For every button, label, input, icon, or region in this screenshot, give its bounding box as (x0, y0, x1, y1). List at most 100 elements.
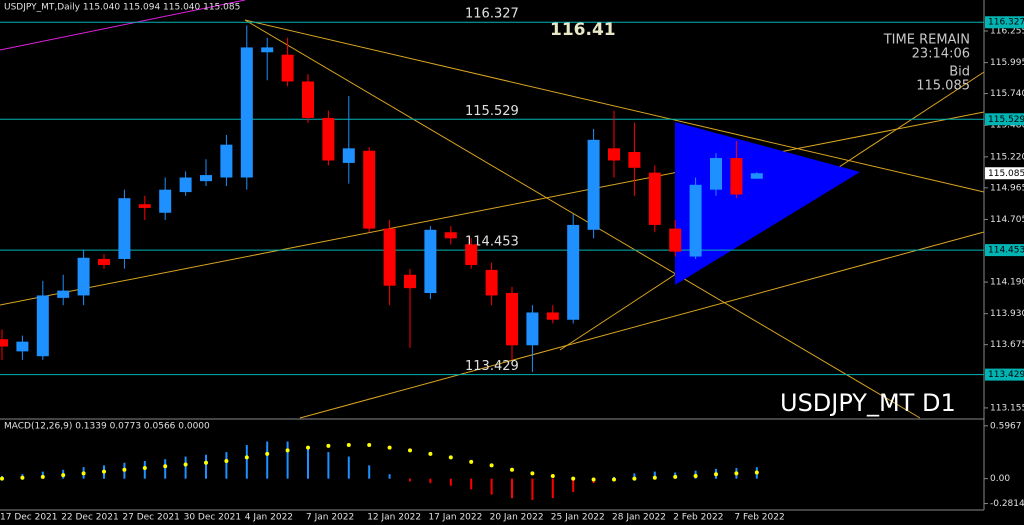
x-tick-label: 7 Jan 2022 (306, 513, 354, 523)
signal-dot (469, 459, 474, 464)
y-tick-label: 116.255 (990, 27, 1024, 37)
candle-body (98, 258, 110, 266)
signal-dot (183, 462, 188, 467)
time-remain: 23:14:06 (912, 47, 970, 62)
level-axis-label: 116.327 (988, 18, 1024, 28)
signal-dot (612, 477, 616, 482)
x-tick-label: 17 Jan 2022 (428, 513, 482, 523)
signal-dot (224, 458, 229, 463)
level-label: 113.429 (465, 359, 519, 374)
signal-dot (40, 474, 45, 479)
x-tick-label: 20 Jan 2022 (490, 513, 544, 523)
candle-body (404, 274, 416, 289)
signal-dot (387, 445, 392, 450)
signal-dot (428, 451, 433, 456)
bid-label: Bid (949, 65, 970, 80)
level-axis-label: 114.453 (988, 246, 1024, 256)
annotation: 116.41 (550, 20, 616, 40)
x-tick-label: 17 Dec 2021 (0, 513, 58, 523)
signal-dot (550, 474, 555, 479)
x-tick-label: 28 Jan 2022 (612, 513, 666, 523)
chart-title: USDJPY_MT,Daily 115.040 115.094 115.040 … (4, 3, 240, 13)
candle-body (159, 189, 172, 213)
signal-dot (714, 472, 718, 477)
candle-body (200, 175, 212, 182)
y-tick-label: 0.00 (990, 474, 1010, 484)
level-axis-label: 115.529 (988, 115, 1024, 125)
trendline (244, 19, 985, 193)
y-tick-label: 115.220 (990, 152, 1024, 162)
signal-dot (265, 451, 270, 456)
candle-body (383, 228, 396, 286)
bid-axis-label: 115.085 (988, 169, 1024, 179)
signal-dot (346, 443, 351, 448)
candle-body (302, 81, 314, 118)
signal-dot (0, 476, 4, 481)
signal-dot (510, 467, 514, 472)
candle-body (342, 148, 355, 163)
trendline (0, 111, 985, 306)
x-tick-label: 25 Jan 2022 (551, 513, 605, 523)
candle-body (424, 229, 437, 294)
level-axis-box (985, 244, 1024, 257)
y-tick-label: 114.965 (990, 183, 1024, 193)
signal-dot (367, 443, 372, 448)
candle-body (628, 151, 641, 168)
signal-dot (571, 476, 576, 481)
candle-body (526, 312, 539, 346)
signal-dot (81, 471, 86, 476)
signal-dot (163, 464, 168, 469)
y-tick-label: 115.740 (990, 89, 1024, 99)
y-tick-label: 115.995 (990, 58, 1024, 68)
candle-body (567, 224, 580, 320)
time-remain-label: TIME REMAIN (883, 33, 970, 48)
signal-dot (632, 476, 637, 481)
candle-body (261, 47, 274, 53)
y-tick-label: 115.480 (990, 121, 1024, 131)
candle-body (322, 117, 335, 161)
candle-body (0, 339, 8, 347)
candle-body (506, 293, 518, 346)
signal-dot (652, 475, 657, 480)
signal-dot (693, 474, 698, 479)
x-tick-label: 7 Feb 2022 (734, 513, 784, 523)
candle-body (363, 150, 376, 229)
candle-body (77, 257, 90, 296)
candle-body (118, 198, 131, 259)
signal-dot (408, 448, 412, 453)
candle-body (138, 204, 151, 208)
y-tick-label: 114.705 (990, 215, 1024, 225)
candle-body (36, 295, 49, 357)
signal-dot (754, 470, 759, 475)
signal-dot (20, 475, 25, 480)
level-label: 115.529 (465, 104, 519, 119)
level-label: 114.453 (465, 235, 519, 250)
x-tick-label: 2 Feb 2022 (673, 513, 723, 523)
x-tick-label: 4 Jan 2022 (245, 513, 293, 523)
y-tick-label: 114.190 (990, 278, 1024, 288)
candle-body (16, 341, 29, 352)
bid-axis-box (985, 167, 1024, 180)
macd-title: MACD(12,26,9) 0.1339 0.0773 0.0566 0.000… (4, 422, 210, 432)
y-tick-label: 113.930 (990, 309, 1024, 319)
signal-dot (285, 448, 290, 453)
signal-dot (142, 466, 147, 471)
level-axis-box (985, 16, 1024, 29)
candle-body (669, 228, 682, 252)
signal-dot (489, 463, 494, 468)
candle-body (689, 184, 702, 257)
candle-body (179, 177, 192, 193)
y-tick-label: 113.155 (990, 403, 1024, 413)
x-tick-label: 27 Dec 2021 (122, 513, 179, 523)
candle-body (281, 54, 294, 82)
candle-body (240, 47, 253, 178)
signal-dot (122, 467, 127, 472)
candle-body (587, 139, 600, 230)
signal-dot (734, 471, 739, 476)
signal-dot (673, 474, 678, 479)
signal-dot (591, 477, 596, 482)
y-tick-label: 0.5967 (990, 421, 1022, 431)
candle-body (730, 158, 743, 195)
candle-body (465, 244, 478, 266)
